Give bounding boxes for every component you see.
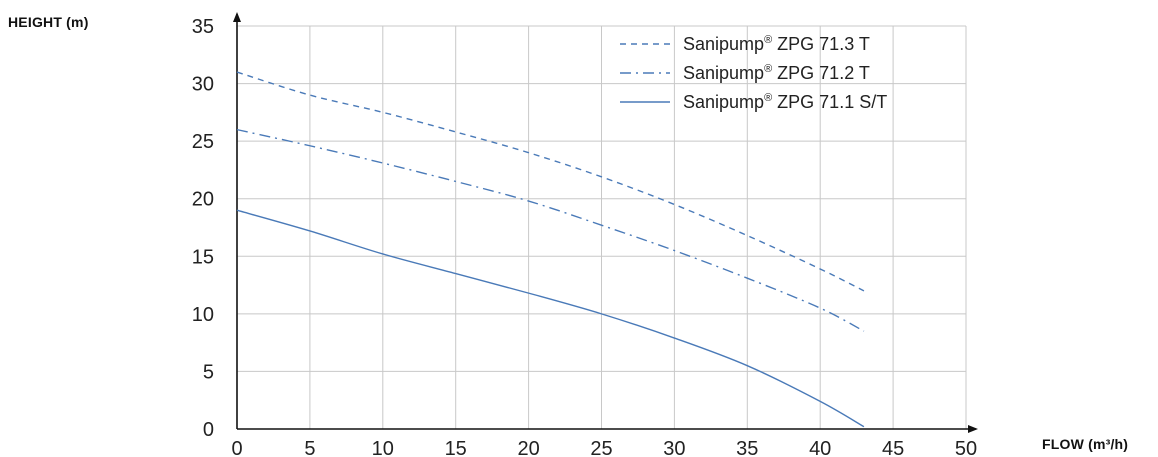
series-line-1 <box>236 71 865 292</box>
legend-label-1: Sanipump® ZPG 71.3 T <box>683 34 870 54</box>
y-axis-arrow <box>233 12 241 22</box>
x-tick-label: 40 <box>809 438 831 457</box>
tick-labels: 0 5 10 15 20 25 30 35 40 45 50 0 5 10 15 20 25 30 35 <box>192 16 977 457</box>
y-tick-label: 35 <box>192 16 214 38</box>
y-tick-label: 5 <box>203 361 214 383</box>
x-tick-label: 20 <box>517 438 539 457</box>
y-tick-label: 20 <box>192 189 214 211</box>
axes <box>233 12 978 433</box>
x-tick-label: 25 <box>590 438 612 457</box>
y-tick-label: 0 <box>203 419 214 441</box>
x-axis-arrow <box>968 425 978 433</box>
series-line-2 <box>236 128 865 332</box>
series-line-3 <box>236 209 865 428</box>
y-tick-label: 30 <box>192 74 214 96</box>
legend-label-3: Sanipump® ZPG 71.1 S/T <box>683 92 887 112</box>
x-tick-label: 50 <box>955 438 977 457</box>
x-tick-label: 35 <box>736 438 758 457</box>
x-tick-label: 0 <box>231 438 242 457</box>
y-tick-label: 10 <box>192 304 214 326</box>
legend-label-2: Sanipump® ZPG 71.2 T <box>683 63 870 83</box>
x-tick-label: 10 <box>372 438 394 457</box>
y-tick-label: 15 <box>192 246 214 268</box>
x-tick-label: 45 <box>882 438 904 457</box>
grid-lines <box>237 25 967 429</box>
x-tick-label: 15 <box>445 438 467 457</box>
y-axis-title: HEIGHT (m) <box>8 14 89 30</box>
legend: Sanipump® ZPG 71.3 T Sanipump® ZPG 71.2 T… <box>620 34 887 112</box>
x-tick-label: 5 <box>304 438 315 457</box>
x-axis-title: FLOW (m³/h) <box>1042 436 1129 452</box>
series-lines <box>236 71 865 428</box>
y-tick-label: 25 <box>192 131 214 153</box>
x-tick-label: 30 <box>663 438 685 457</box>
